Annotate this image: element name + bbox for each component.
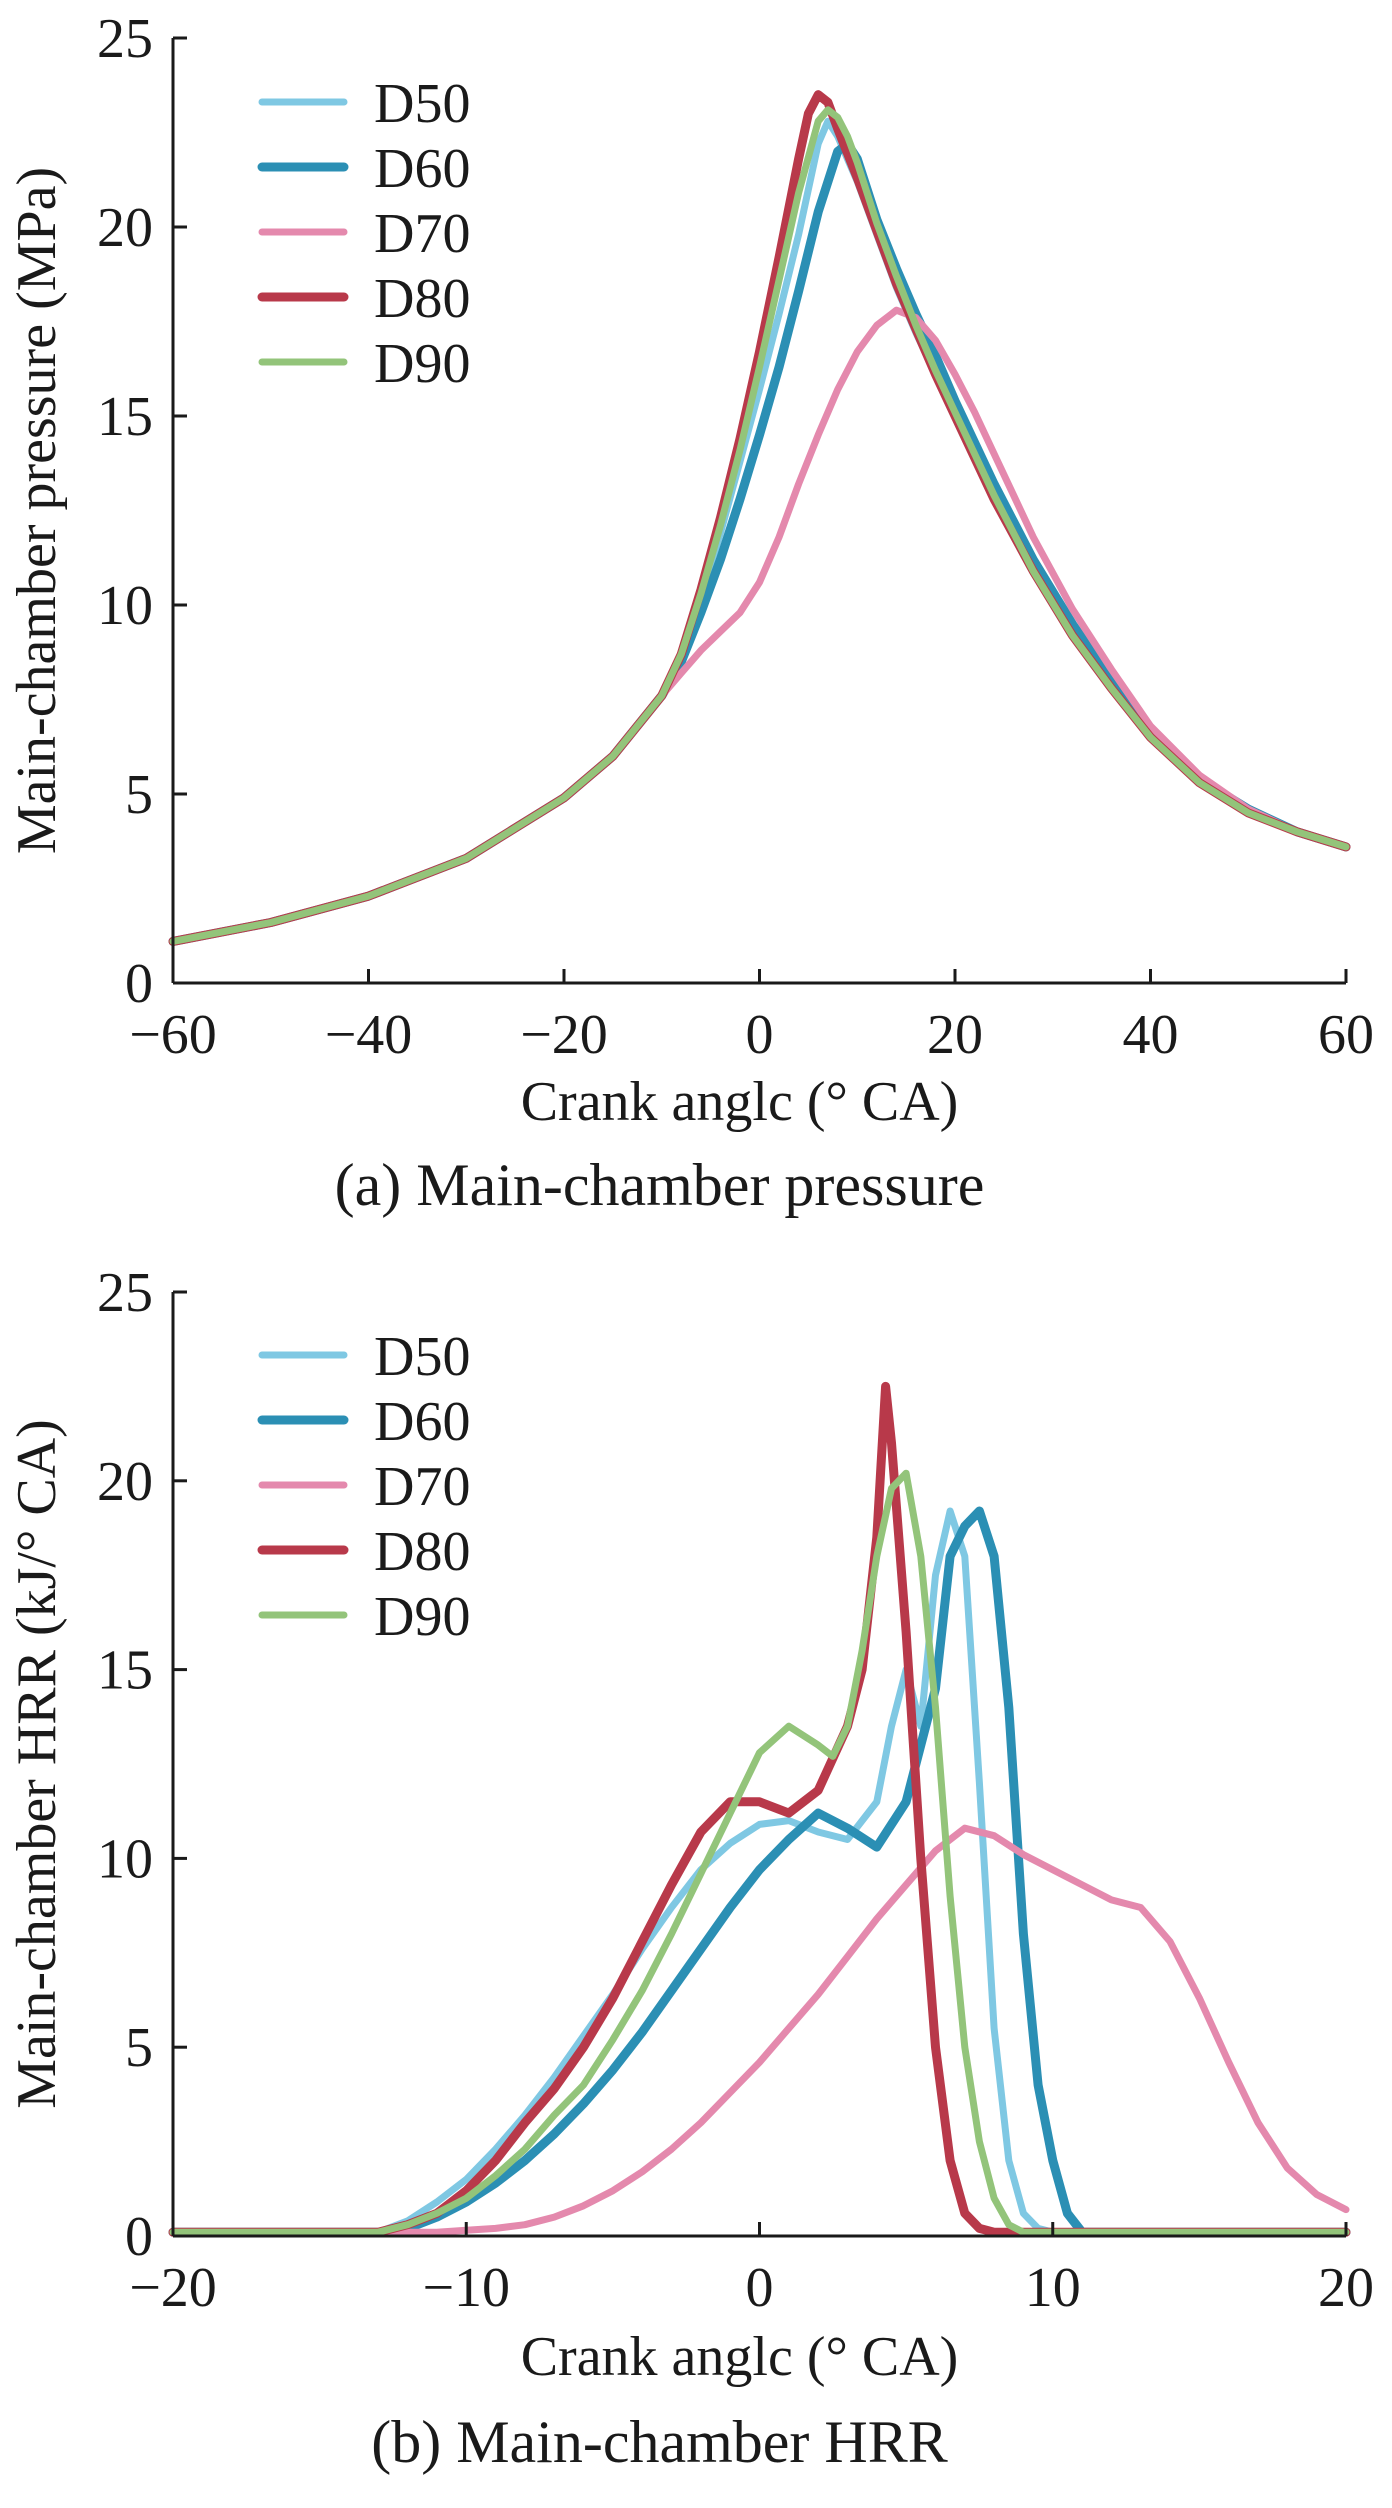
series-line-d90 (169, 1469, 1350, 2236)
y-tick-label: 10 (97, 1828, 153, 1890)
panel-caption: (b) Main-chamber HRR (371, 2409, 948, 2475)
y-tick-label: 25 (97, 8, 153, 70)
y-tick-label: 15 (97, 1640, 153, 1702)
y-tick-label: 5 (125, 764, 153, 826)
x-axis-label: Crank anglc (° CA) (521, 2326, 959, 2388)
legend-label-d50: D50 (374, 73, 470, 135)
panel-a-pressure: −60 −40 −20 0 20 40 60 0 5 10 15 20 25 Crank anglc (°… (6, 8, 1374, 1218)
y-tick-label: 10 (97, 575, 153, 637)
series-line-d70 (169, 306, 1350, 945)
series-group (168, 90, 1351, 946)
series-line-d80 (168, 90, 1351, 946)
series-line-d60 (168, 139, 1351, 946)
y-tick-label: 5 (125, 2017, 153, 2079)
legend-label-d80: D80 (374, 268, 470, 330)
x-tick-label: −60 (129, 1004, 217, 1066)
legend-label-d90: D90 (374, 333, 470, 395)
legend-label-d90: D90 (374, 1586, 470, 1648)
series-line-d80 (168, 1381, 1351, 2237)
x-tick-label: 0 (746, 1004, 774, 1066)
x-axis-label: Crank anglc (° CA) (521, 1071, 959, 1133)
y-tick-label: 25 (97, 1262, 153, 1324)
x-tick-label: 20 (1318, 2257, 1374, 2319)
x-tick-label: 0 (746, 2257, 774, 2319)
y-tick-label: 20 (97, 1451, 153, 1513)
y-tick-label: 0 (125, 953, 153, 1015)
series-line-d90 (169, 106, 1350, 945)
x-tick-label: −20 (520, 1004, 608, 1066)
legend-label-d50: D50 (374, 1326, 470, 1388)
y-tick-label: 0 (125, 2206, 153, 2268)
x-tick-label: −10 (422, 2257, 510, 2319)
x-tick-label: −20 (129, 2257, 217, 2319)
legend-label-d70: D70 (374, 1456, 470, 1518)
y-axis-label: Main-chamber HRR (kJ/° CA) (6, 1419, 68, 2109)
legend-label-d70: D70 (374, 203, 470, 265)
x-tick-label: −40 (325, 1004, 413, 1066)
legend-label-d80: D80 (374, 1521, 470, 1583)
x-tick-label: 60 (1318, 1004, 1374, 1066)
series-group (168, 1381, 1351, 2237)
series-line-d50 (169, 117, 1350, 945)
y-tick-label: 20 (97, 197, 153, 259)
panel-caption: (a) Main-chamber pressure (335, 1152, 985, 1218)
series-line-d70 (169, 1824, 1350, 2236)
panel-b-hrr: −20 −10 0 10 20 0 5 10 15 20 25 Crank anglc (° CA) M… (6, 1262, 1374, 2475)
series-line-d60 (168, 1506, 1351, 2237)
legend-label-d60: D60 (374, 138, 470, 200)
y-axis-label: Main-chamber pressure (MPa) (6, 167, 68, 854)
legend-label-d60: D60 (374, 1391, 470, 1453)
y-tick-label: 15 (97, 386, 153, 448)
x-tick-label: 40 (1123, 1004, 1179, 1066)
x-tick-label: 10 (1025, 2257, 1081, 2319)
x-tick-label: 20 (927, 1004, 983, 1066)
